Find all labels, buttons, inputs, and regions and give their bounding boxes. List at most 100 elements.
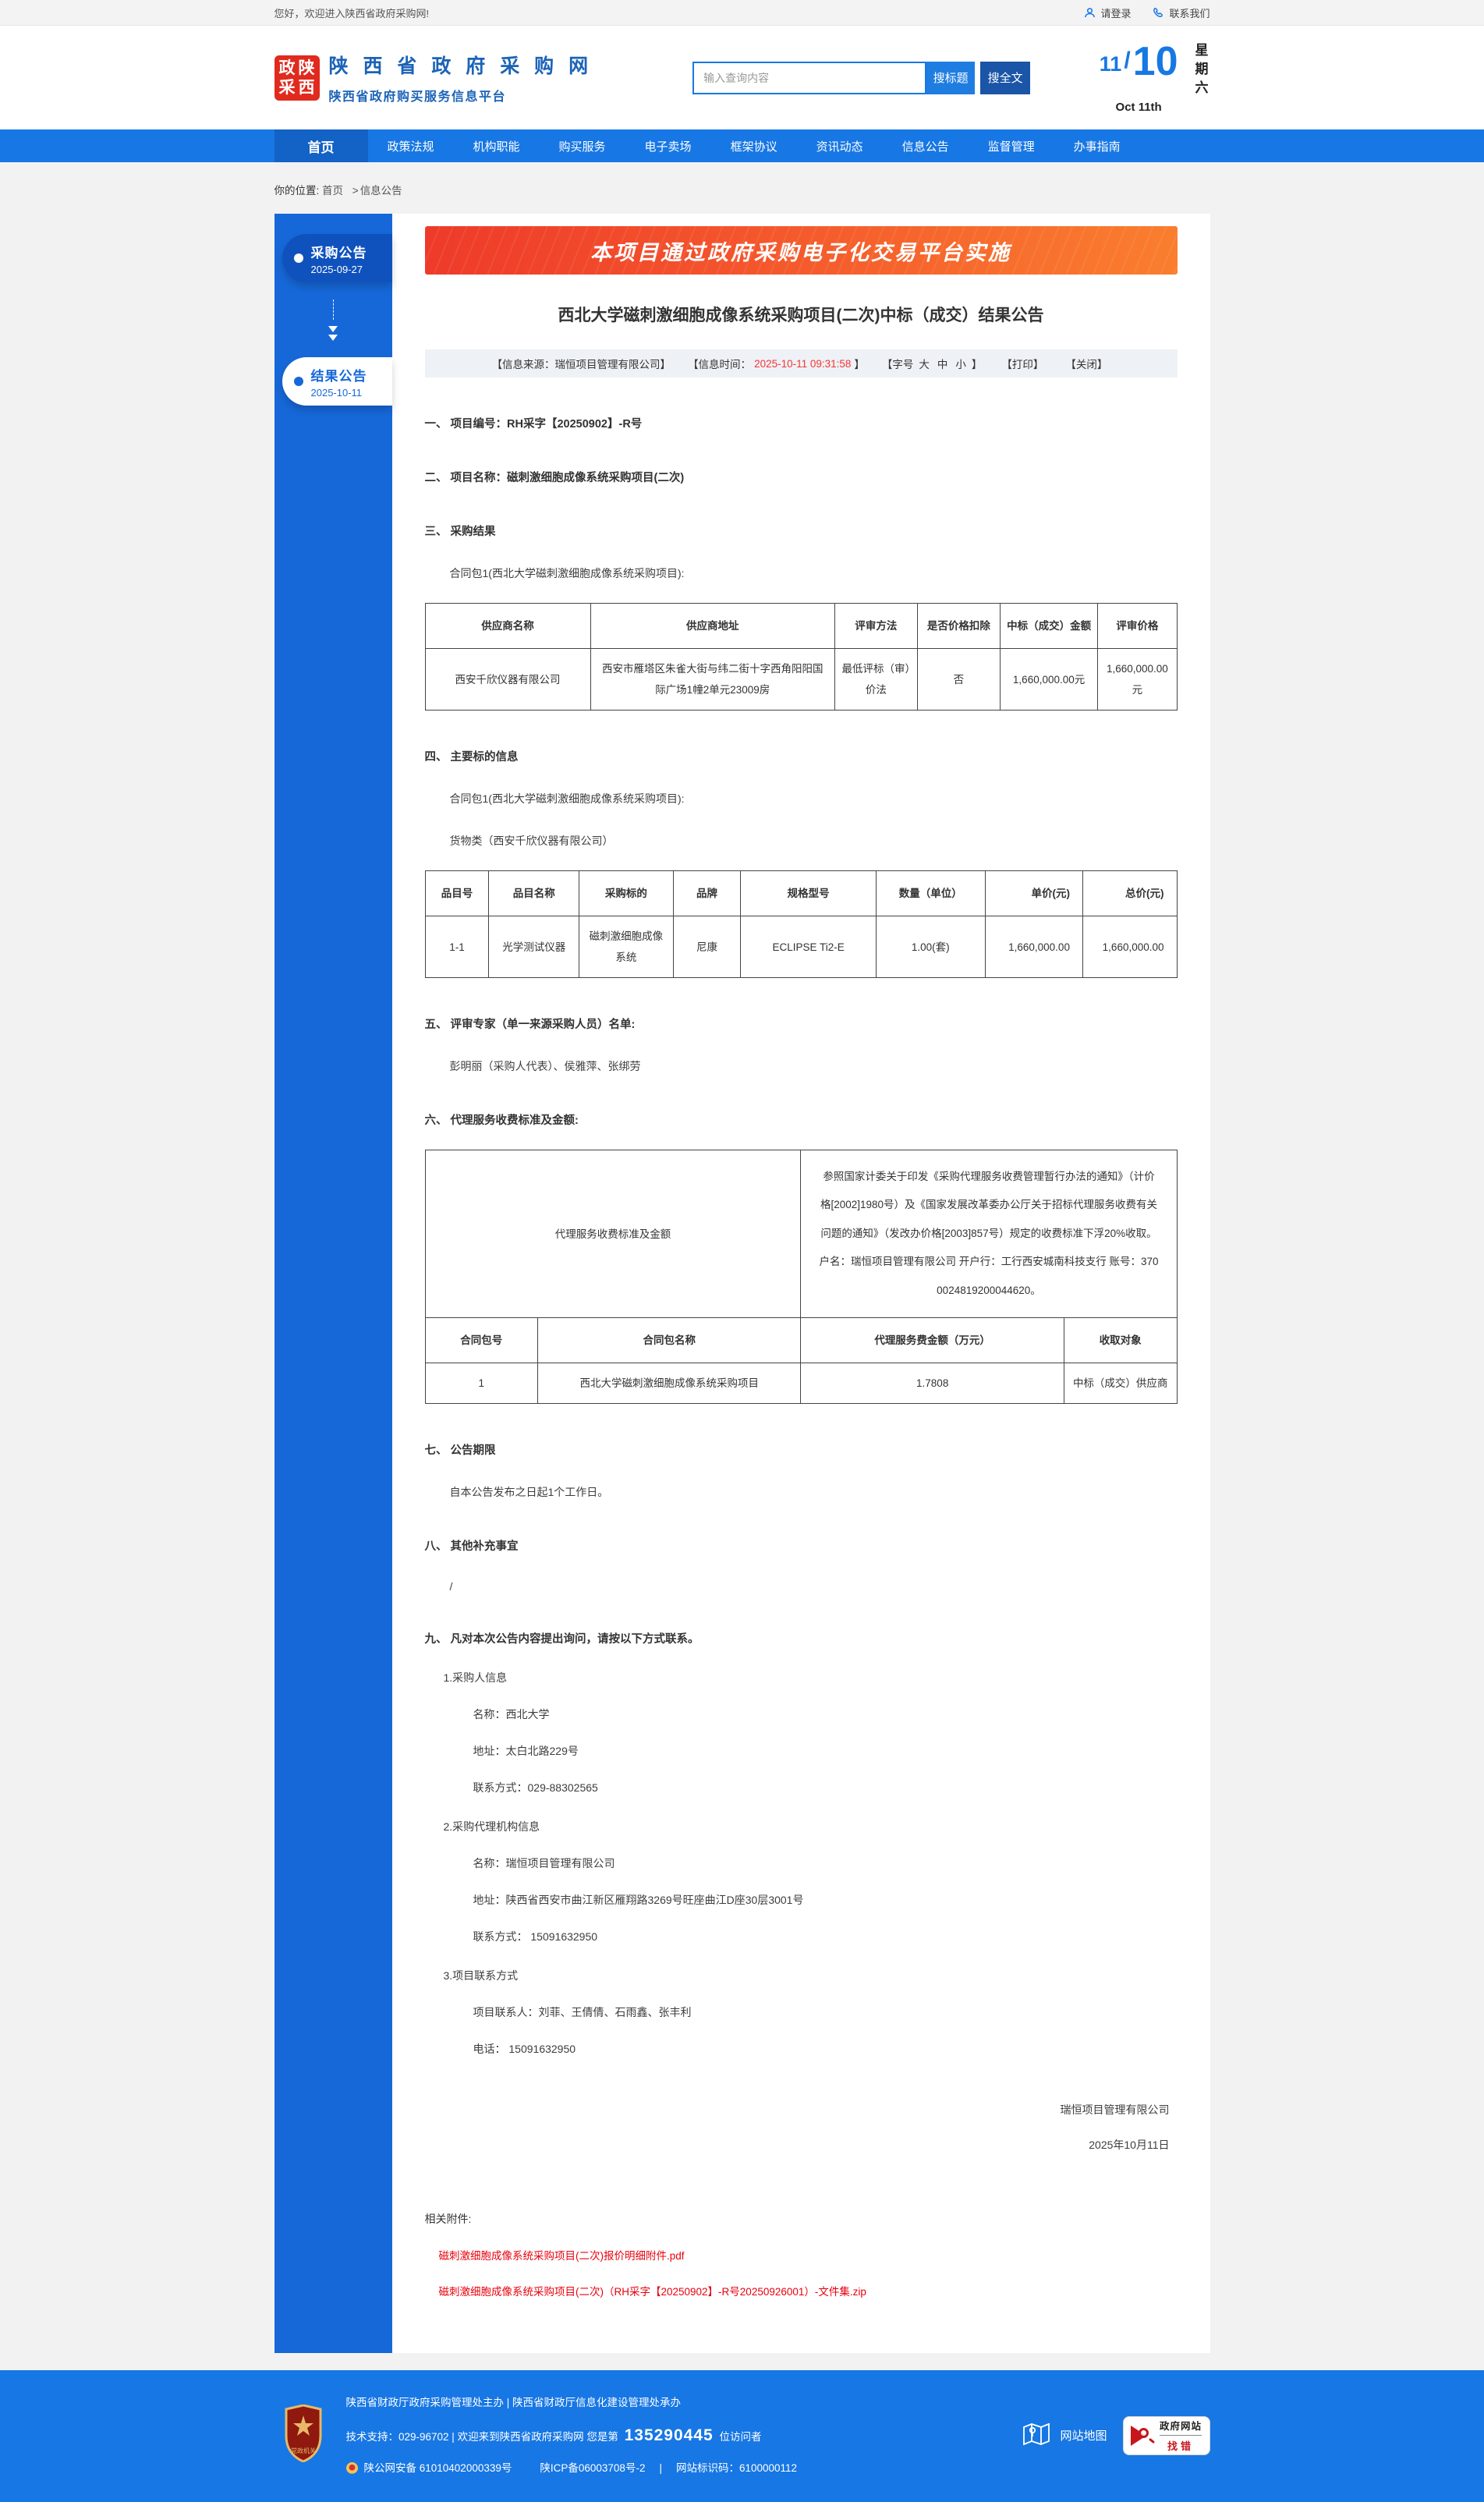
footer-line-organizers: 陕西省财政厅政府采购管理处主办 | 陕西省财政厅信息化建设管理处承办 (345, 2396, 682, 2408)
sitemap-link[interactable]: 网站地图 (1022, 2422, 1107, 2450)
nav-item-supervision[interactable]: 监督管理 (987, 140, 1035, 154)
nav-item-functions[interactable]: 机构职能 (473, 140, 520, 154)
login-button[interactable]: 请登录 (1084, 5, 1131, 20)
date-english: Oct 11th (1115, 101, 1162, 114)
bullet-dot-icon (293, 253, 303, 263)
buyer-info-title: 1.采购人信息 (443, 1671, 508, 1685)
nav-item-purchase-services[interactable]: 购买服务 (558, 140, 606, 154)
nav-item-framework[interactable]: 框架协议 (730, 140, 777, 154)
table-header-row: 品目号 品目名称 采购标的 品牌 规格型号 数量（单位） 单价(元) 总价(元) (424, 870, 1178, 916)
buyer-phone: 联系方式：029-88302565 (473, 1781, 598, 1795)
footer-text: 陕西省财政厅政府采购管理处主办 | 陕西省财政厅信息化建设管理处承办 技术支持：… (345, 2390, 798, 2482)
section-4-heading: 四、 主要标的信息 (424, 751, 519, 764)
breadcrumb-current-link[interactable]: 信息公告 (359, 185, 402, 197)
content-card: 采购公告 2025-09-27 结果公告 2025-10-11 本项目通过政府采… (274, 214, 1210, 2353)
date-month: 11 (1099, 52, 1122, 76)
project-phone: 电话： 15091632950 (473, 2043, 576, 2056)
attachment-link-pdf[interactable]: 磁刺激细胞成像系统采购项目(二次)报价明细附件.pdf (438, 2249, 685, 2262)
section-2-heading: 二、 项目名称：磁刺激细胞成像系统采购项目(二次) (424, 472, 685, 484)
agency-address: 地址：陕西省西安市曲江新区雁翔路3269号旺座曲江D座30层3001号 (473, 1894, 804, 1907)
agency-info: 2.采购代理机构信息 名称：瑞恒项目管理有限公司 地址：陕西省西安市曲江新区雁翔… (425, 1819, 1178, 1944)
section-3-heading: 三、 采购结果 (424, 526, 496, 538)
section-5-heading: 五、 评审专家（单一来源采购人员）名单: (424, 1019, 636, 1031)
map-icon (1022, 2422, 1050, 2450)
section-4-paragraph-1: 合同包1(西北大学磁刺激细胞成像系统采购项目): (449, 792, 685, 805)
breadcrumb: 你的位置: 首页 > 信息公告 (274, 185, 402, 197)
font-size-medium-button[interactable]: 中 (937, 359, 948, 370)
agency-name: 名称：瑞恒项目管理有限公司 (473, 1857, 615, 1870)
footer: 党政机关 陕西省财政厅政府采购管理处主办 | 陕西省财政厅信息化建设管理处承办 … (0, 2369, 1484, 2502)
attachments: 相关附件: 磁刺激细胞成像系统采购项目(二次)报价明细附件.pdf 磁刺激细胞成… (425, 2211, 1178, 2298)
signature-block: 瑞恒项目管理有限公司 2025年10月11日 (425, 2093, 1170, 2163)
sidebar-item-purchase-announcement[interactable]: 采购公告 2025-09-27 (282, 234, 392, 282)
nav-item-news[interactable]: 资讯动态 (816, 140, 863, 154)
site-logo: 政 陕 采 西 (274, 55, 320, 101)
search-fulltext-button[interactable]: 搜全文 (980, 61, 1031, 94)
buyer-address: 地址：太白北路229号 (473, 1745, 579, 1758)
signature-date: 2025年10月11日 (1089, 2138, 1170, 2151)
section-7-paragraph: 自本公告发布之日起1个工作日。 (449, 1486, 609, 1499)
signature-company: 瑞恒项目管理有限公司 (1060, 2103, 1170, 2117)
police-badge-icon (345, 2462, 358, 2475)
nav-item-policies[interactable]: 政策法规 (387, 140, 434, 154)
section-7-heading: 七、 公告期限 (424, 1444, 496, 1458)
table-header-row: 合同包号 合同包名称 代理服务费金额（万元） 收取对象 (424, 1317, 1178, 1364)
sidebar: 采购公告 2025-09-27 结果公告 2025-10-11 (274, 214, 392, 2353)
search-area: 搜标题 搜全文 (692, 61, 1031, 94)
attachments-label: 相关附件: (424, 2212, 472, 2225)
section-1-heading: 一、 项目编号：RH采字【20250902】-R号 (424, 418, 643, 431)
project-contacts: 项目联系人：刘菲、王倩倩、石雨鑫、张丰利 (473, 2006, 692, 2019)
beian-public-security-link[interactable]: 陕公网安备 61010402000339号 (363, 2462, 512, 2475)
fee-table: 代理服务收费标准及金额 参照国家计委关于印发《采购代理服务收费管理暂行办法的通知… (424, 1149, 1178, 1405)
footer-line-beian: 陕公网安备 61010402000339号 陕ICP备06003708号-2 |… (345, 2455, 798, 2481)
site-subtitle: 陕西省政府购买服务信息平台 (328, 90, 507, 104)
buyer-name: 名称：西北大学 (473, 1708, 550, 1721)
nav-item-home[interactable]: 首页 (274, 129, 368, 162)
phone-icon (1153, 7, 1164, 19)
attachment-link-zip[interactable]: 磁刺激细胞成像系统采购项目(二次)（RH采字【20250902】-R号20250… (438, 2285, 866, 2298)
nav-item-announcements[interactable]: 信息公告 (901, 140, 949, 154)
section-3-paragraph: 合同包1(西北大学磁刺激细胞成像系统采购项目): (449, 567, 685, 579)
fee-standard-label: 代理服务收费标准及金额 (424, 1149, 802, 1319)
fee-standard-row: 代理服务收费标准及金额 参照国家计委关于印发《采购代理服务收费管理暂行办法的通知… (424, 1149, 1178, 1319)
project-contact-title: 3.项目联系方式 (443, 1969, 519, 1983)
page-title: 西北大学磁刺激细胞成像系统采购项目(二次)中标（成交）结果公告 (558, 307, 1044, 324)
header: 政 陕 采 西 陕 西 省 政 府 采 购 网 陕西省政府购买服务信息平台 搜标… (0, 26, 1484, 129)
font-size-small-button[interactable]: 小 (955, 359, 966, 370)
date-weekday: 星期六 (1192, 43, 1208, 99)
project-contact-info: 3.项目联系方式 项目联系人：刘菲、王倩倩、石雨鑫、张丰利 电话： 150916… (425, 1968, 1178, 2057)
search-title-button[interactable]: 搜标题 (926, 61, 976, 94)
user-icon (1084, 7, 1096, 19)
beian-icp-link[interactable]: 陕ICP备06003708号-2 (540, 2462, 646, 2475)
site-title: 陕 西 省 政 府 采 购 网 (328, 55, 593, 77)
contact-button[interactable]: 联系我们 (1153, 5, 1210, 20)
section-4-paragraph-2: 货物类（西安千欣仪器有限公司） (449, 835, 614, 847)
bullet-dot-icon (293, 377, 303, 386)
print-button[interactable]: 【打印】 (1001, 359, 1044, 370)
close-button[interactable]: 【关闭】 (1065, 359, 1108, 370)
table-row: 1-1 光学测试仪器 磁刺激细胞成像系统 尼康 ECLIPSE Ti2-E 1.… (424, 916, 1178, 978)
nav-item-guide[interactable]: 办事指南 (1073, 140, 1121, 154)
topbar: 您好，欢迎进入陕西省政府采购网! 请登录 联系我们 (0, 0, 1484, 26)
section-8-paragraph: / (449, 1580, 453, 1593)
site-identification-code: 网站标识码：6100000112 (675, 2462, 798, 2475)
meta-bar: 【信息来源：瑞恒项目管理有限公司】 【信息时间： 2025-10-11 09:3… (424, 349, 1178, 377)
fee-standard-description: 参照国家计委关于印发《采购代理服务收费管理暂行办法的通知》（计价格[2002]1… (800, 1149, 1178, 1319)
breadcrumb-home-link[interactable]: 首页 (322, 185, 344, 197)
info-source: 【信息来源：瑞恒项目管理有限公司】 (491, 359, 671, 370)
section-9-heading: 九、 凡对本次公告内容提出询问，请按以下方式联系。 (424, 1633, 699, 1646)
results-table: 供应商名称 供应商地址 评审方法 是否价格扣除 中标（成交）金额 评审价格 西安… (424, 603, 1178, 711)
table-header-row: 供应商名称 供应商地址 评审方法 是否价格扣除 中标（成交）金额 评审价格 (424, 603, 1178, 649)
error-report-badge[interactable]: 政府网站 找错 (1122, 2415, 1210, 2455)
font-size-large-button[interactable]: 大 (919, 359, 930, 370)
nav-item-e-market[interactable]: 电子卖场 (644, 140, 692, 154)
platform-banner: 本项目通过政府采购电子化交易平台实施 (424, 226, 1178, 275)
search-input[interactable] (692, 61, 927, 94)
section-8-heading: 八、 其他补充事宜 (424, 1540, 519, 1554)
agency-info-title: 2.采购代理机构信息 (443, 1820, 540, 1834)
magnifier-flag-icon (1130, 2423, 1156, 2448)
table-row: 1 西北大学磁刺激细胞成像系统采购项目 1.7808 中标（成交）供应商 (424, 1363, 1178, 1405)
sidebar-item-result-announcement[interactable]: 结果公告 2025-10-11 (282, 357, 392, 406)
table-row: 西安千欣仪器有限公司 西安市雁塔区朱雀大街与纬二街十字西角阳阳国际广场1幢2单元… (424, 648, 1178, 711)
date-day: 10 (1132, 39, 1178, 84)
